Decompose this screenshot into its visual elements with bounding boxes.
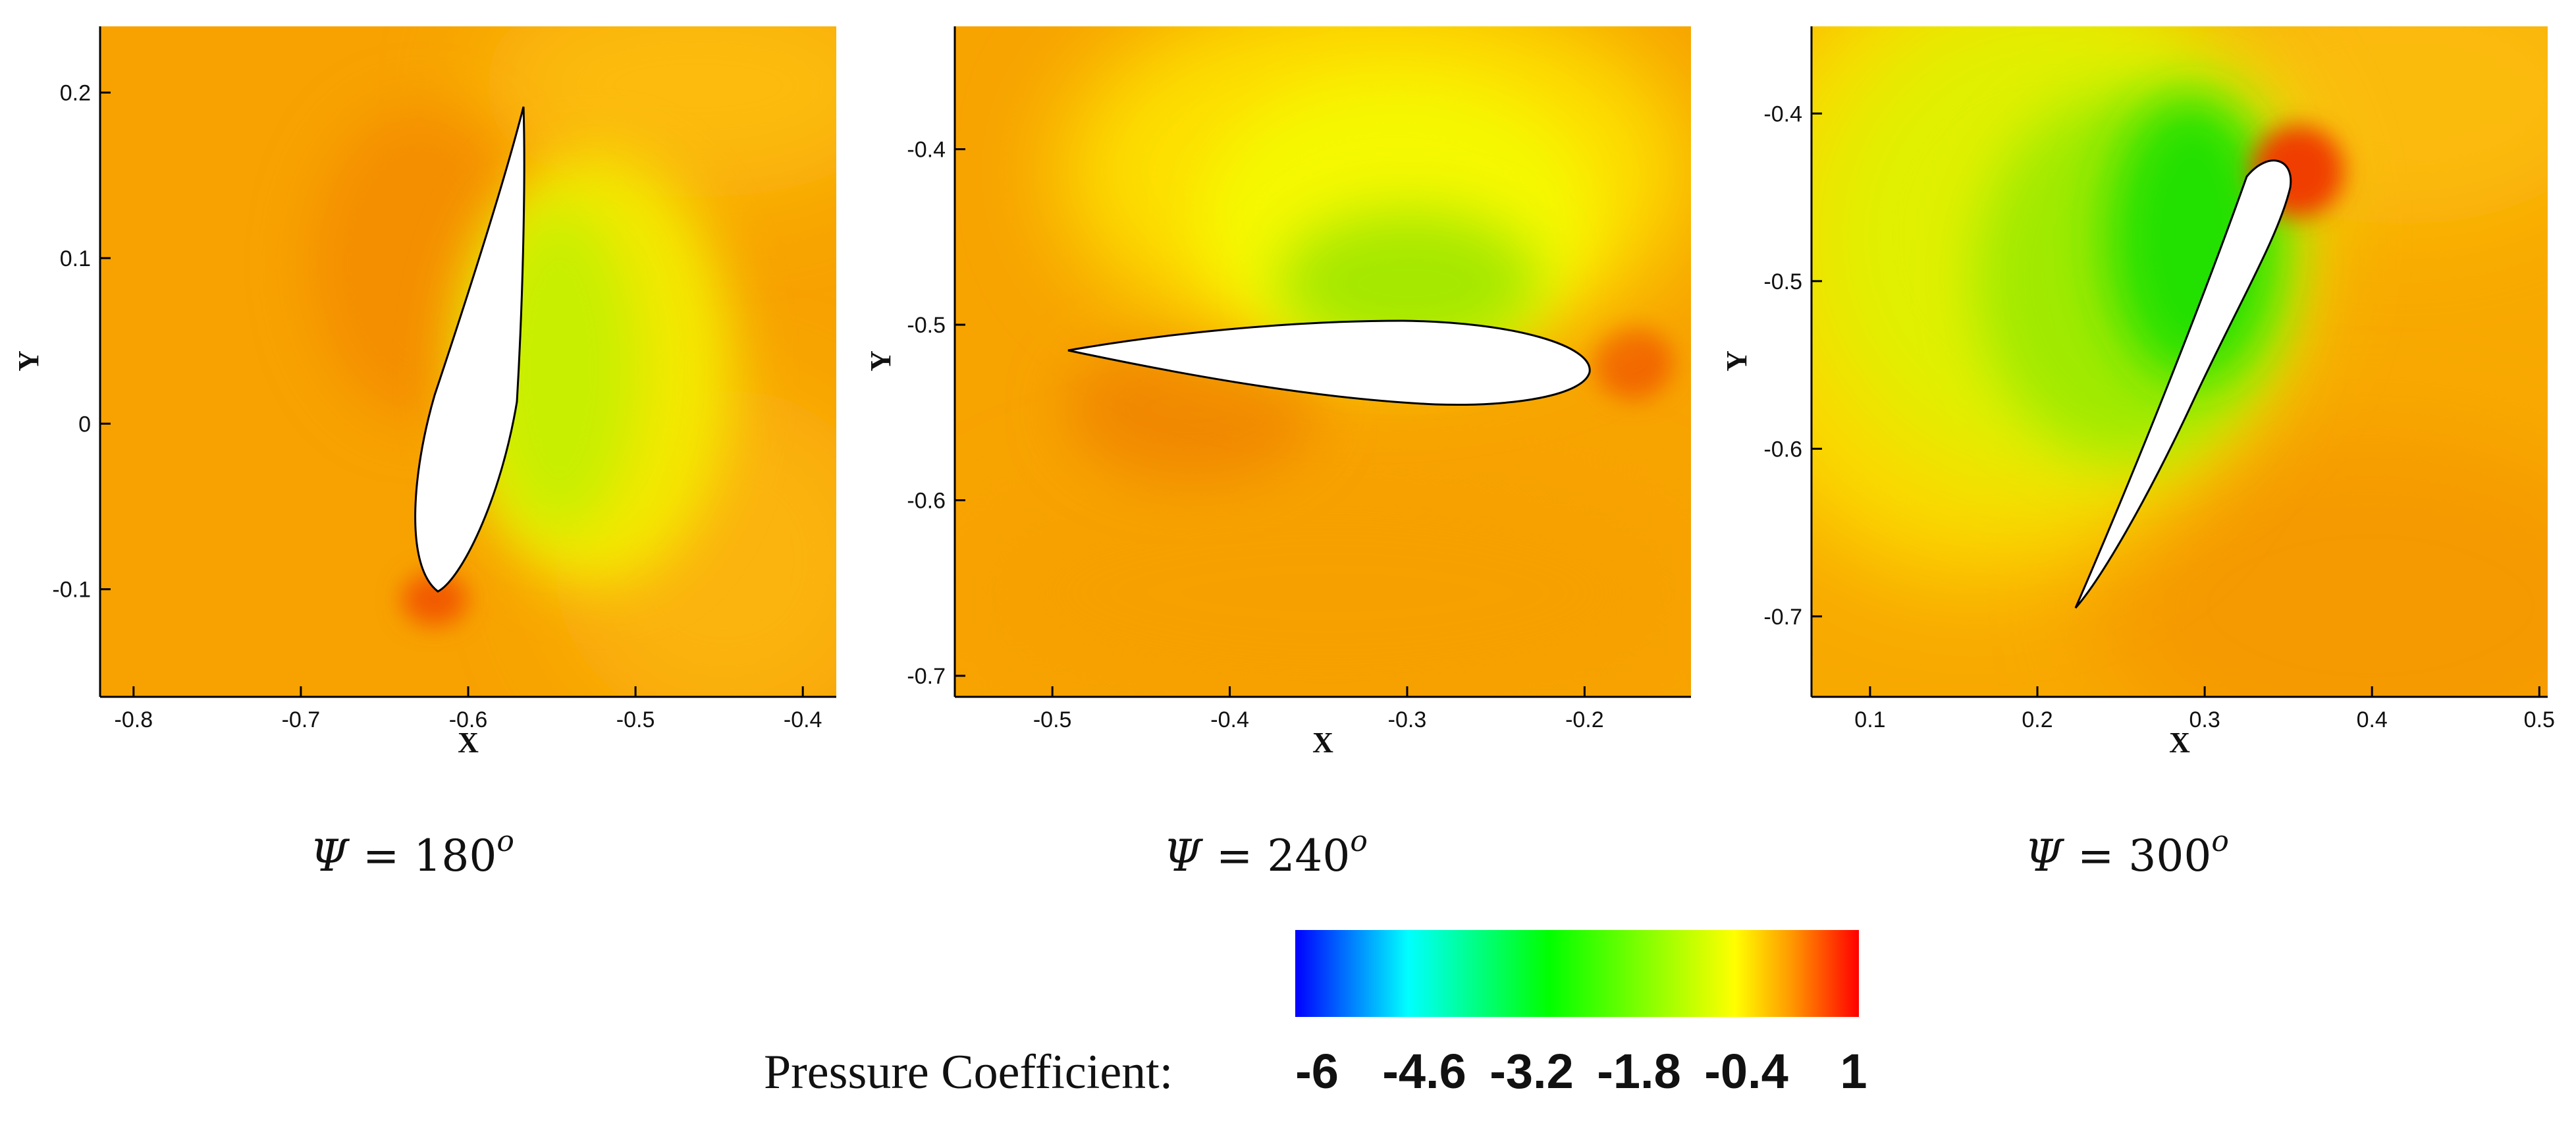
colorbar-tick-label: -3.2: [1489, 1044, 1574, 1099]
y-axis-label: Y: [865, 350, 897, 371]
degree-superscript: o: [496, 825, 514, 858]
colorbar-tick-label: -0.4: [1704, 1044, 1788, 1099]
colorbar: Pressure Coefficient: -6 -4.6 -3.2 -1.8 -0.4…: [764, 930, 1867, 1099]
psi-caption: Ψ = 300o: [2025, 825, 2229, 881]
y-tick-label: -0.5: [907, 313, 946, 338]
psi-value: 300: [2128, 831, 2211, 881]
y-ticks: -0.7 -0.6 -0.5 -0.4: [907, 138, 965, 689]
psi-symbol: Ψ: [2025, 831, 2064, 881]
x-tick-label: 0.2: [2022, 707, 2053, 732]
psi-value: 240: [1267, 831, 1350, 881]
x-ticks: -0.8 -0.7 -0.6 -0.5 -0.4: [115, 686, 822, 732]
axes: -0.5 -0.4 -0.3 -0.2 -0.7 -0.6 -0.5 -0.4 X Y: [865, 26, 1691, 759]
psi-symbol: Ψ: [310, 831, 350, 881]
x-tick-label: -0.5: [616, 707, 655, 732]
psi-symbol: Ψ: [1164, 831, 1203, 881]
stagnation-point: [402, 573, 468, 626]
psi-value: 180: [414, 831, 496, 881]
y-tick-label: -0.4: [907, 138, 946, 163]
x-tick-label: -0.8: [115, 707, 153, 732]
axes: -0.8 -0.7 -0.6 -0.5 -0.4 -0.1 0 0.1 0.2 X Y: [13, 26, 836, 759]
stagnation-point: [1594, 326, 1673, 398]
psi-caption: Ψ = 180o: [310, 825, 514, 881]
plot-area: [1811, 26, 2548, 697]
y-tick-label: -0.6: [1763, 437, 1802, 462]
x-axis-label: X: [458, 726, 479, 759]
y-axis-label: Y: [1721, 350, 1753, 371]
suction-peak-region: [1277, 211, 1541, 356]
y-ticks: -0.1 0 0.1 0.2: [52, 81, 111, 603]
colorbar-title: Pressure Coefficient:: [764, 1045, 1173, 1099]
colorbar-gradient: [1295, 930, 1859, 1017]
x-tick-label: 0.5: [2524, 707, 2555, 732]
y-tick-label: -0.5: [1763, 269, 1802, 294]
y-tick-label: -0.7: [1763, 605, 1802, 630]
airfoil: [2074, 159, 2292, 609]
y-tick-label: -0.7: [907, 664, 946, 689]
y-ticks: -0.7 -0.6 -0.5 -0.4: [1763, 101, 1822, 630]
y-tick-label: -0.1: [52, 578, 91, 603]
x-axis-label: X: [2169, 726, 2190, 759]
contour-panel-psi-180: -0.8 -0.7 -0.6 -0.5 -0.4 -0.1 0 0.1 0.2 X Y Ψ = 1…: [13, 26, 836, 881]
y-tick-label: 0.2: [60, 81, 91, 106]
colorbar-tick-label: 1: [1840, 1044, 1867, 1099]
degree-superscript: o: [1350, 825, 1368, 858]
field-region: [2094, 435, 2548, 697]
x-tick-label: 0.4: [2357, 707, 2388, 732]
contour-panel-psi-300: 0.1 0.2 0.3 0.4 0.5 -0.7 -0.6 -0.5 -0.4 X Y Ψ = 3…: [1721, 26, 2555, 881]
colorbar-tick-label: -4.6: [1382, 1044, 1466, 1099]
plot-area: [955, 26, 1691, 697]
y-tick-label: 0.1: [60, 246, 91, 271]
x-ticks: 0.1 0.2 0.3 0.4 0.5: [1854, 686, 2555, 732]
field-region: [961, 461, 1691, 697]
equals-sign: =: [2078, 831, 2114, 881]
x-tick-label: 0.1: [1854, 707, 1885, 732]
y-tick-label: 0: [78, 412, 91, 437]
x-tick-label: -0.4: [1210, 707, 1249, 732]
x-axis-label: X: [1312, 726, 1333, 759]
colorbar-tick-label: -1.8: [1597, 1044, 1681, 1099]
x-tick-label: -0.7: [282, 707, 321, 732]
x-tick-label: -0.5: [1033, 707, 1072, 732]
equals-sign: =: [363, 831, 399, 881]
equals-sign: =: [1216, 831, 1252, 881]
plot-area: [100, 26, 836, 697]
psi-caption: Ψ = 240o: [1164, 825, 1368, 881]
y-tick-label: -0.4: [1763, 101, 1802, 126]
field-region: [481, 26, 836, 198]
colorbar-tick-label: -6: [1295, 1044, 1339, 1099]
airfoil: [414, 106, 525, 593]
colorbar-ticks: -6 -4.6 -3.2 -1.8 -0.4 1: [1295, 1044, 1867, 1099]
degree-superscript: o: [2211, 825, 2229, 858]
x-tick-label: -0.2: [1565, 707, 1604, 732]
x-tick-label: -0.4: [784, 707, 822, 732]
x-tick-label: -0.3: [1388, 707, 1427, 732]
x-tick-label: -0.6: [449, 707, 488, 732]
airfoil: [1067, 319, 1591, 406]
y-axis-label: Y: [13, 350, 45, 371]
contour-panel-psi-240: -0.5 -0.4 -0.3 -0.2 -0.7 -0.6 -0.5 -0.4 X Y Ψ =…: [865, 26, 1691, 881]
x-tick-label: 0.3: [2189, 707, 2220, 732]
y-tick-label: -0.6: [907, 489, 946, 514]
axes: 0.1 0.2 0.3 0.4 0.5 -0.7 -0.6 -0.5 -0.4 X Y: [1721, 26, 2555, 759]
x-ticks: -0.5 -0.4 -0.3 -0.2: [1033, 686, 1604, 732]
